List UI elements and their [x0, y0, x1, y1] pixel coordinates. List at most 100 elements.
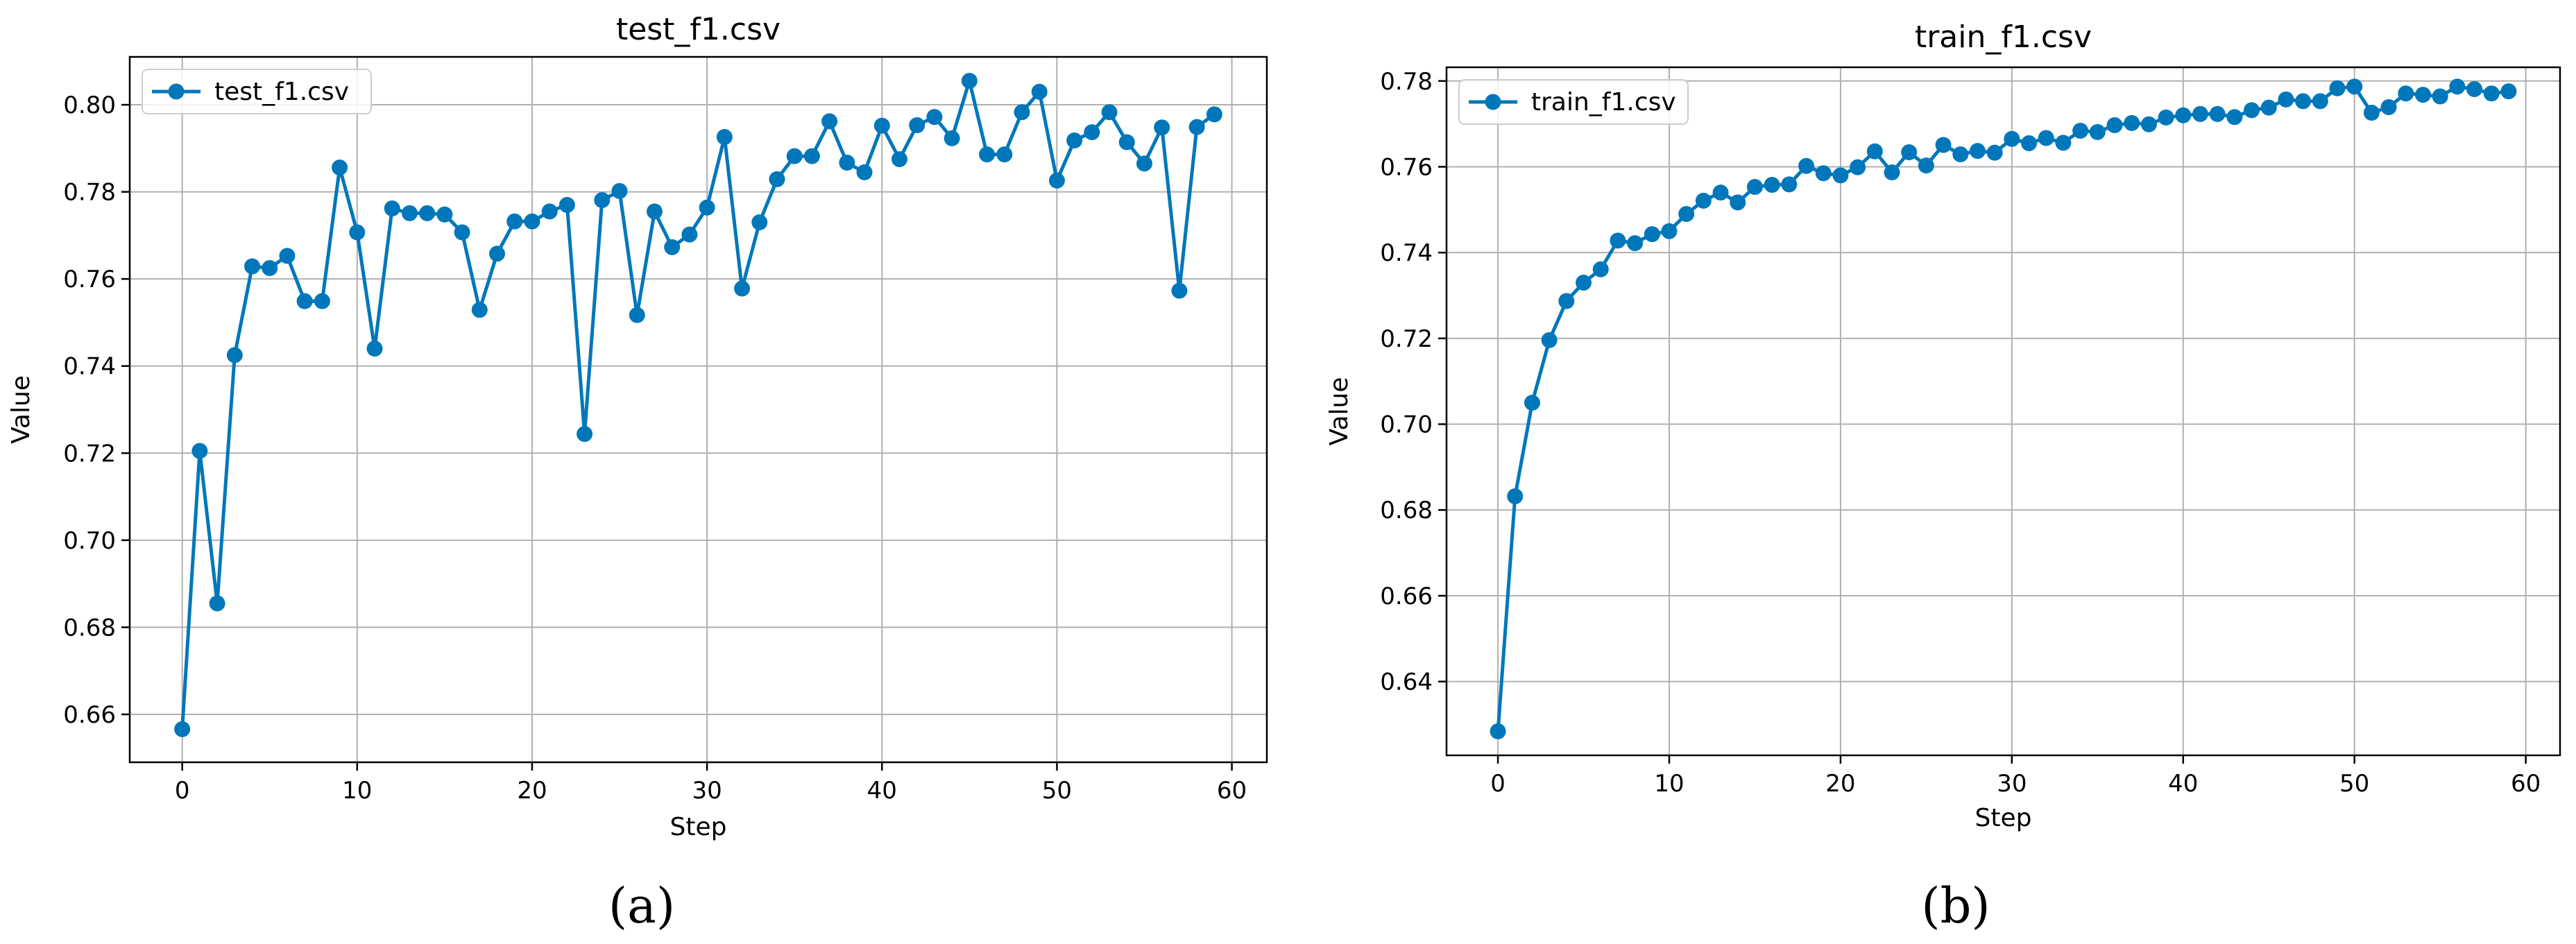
data-point — [1118, 134, 1135, 151]
y-tick-label: 0.78 — [1380, 68, 1433, 96]
x-tick-label: 40 — [867, 777, 897, 805]
data-point — [1746, 179, 1763, 196]
y-tick-label: 0.72 — [63, 440, 116, 467]
data-point — [909, 117, 926, 134]
y-tick-label: 0.76 — [63, 266, 116, 293]
data-point — [471, 302, 488, 318]
data-point — [2483, 85, 2500, 102]
data-point — [2312, 93, 2328, 110]
data-point — [384, 200, 400, 216]
data-point — [1781, 176, 1798, 193]
data-point — [1969, 143, 1986, 160]
data-point — [1661, 223, 1678, 239]
data-point — [2175, 107, 2192, 123]
x-tick-label: 10 — [342, 777, 372, 805]
panel-caption: (b) — [1921, 877, 1990, 934]
data-point — [926, 109, 943, 126]
legend-marker-swatch — [168, 83, 185, 100]
data-point — [1695, 192, 1712, 209]
plot-frame — [1445, 66, 2561, 757]
data-point — [1678, 206, 1695, 223]
data-point — [279, 248, 296, 264]
data-point — [1188, 119, 1205, 135]
data-point — [2209, 105, 2226, 122]
chart-title: test_f1.csv — [616, 12, 781, 47]
data-point — [1524, 395, 1540, 411]
legend-label: train_f1.csv — [1531, 88, 1676, 117]
data-point — [1866, 143, 1883, 160]
data-point — [2500, 83, 2517, 100]
legend-box — [1458, 79, 1689, 125]
data-point — [296, 293, 313, 309]
data-point — [2380, 99, 2397, 116]
legend-marker-swatch — [1485, 94, 1501, 110]
data-point — [1610, 232, 1626, 249]
data-point — [1558, 293, 1575, 309]
data-point — [174, 721, 191, 737]
data-point — [1507, 488, 1524, 504]
data-point — [2295, 93, 2312, 110]
data-point — [2072, 123, 2089, 139]
data-point — [873, 117, 890, 134]
data-point — [2244, 102, 2260, 119]
data-point — [699, 199, 715, 216]
data-point — [524, 213, 540, 230]
y-tick-label: 0.66 — [63, 701, 116, 729]
data-point — [734, 280, 751, 297]
data-point — [751, 214, 768, 231]
chart-panel-b: 0 10 20 30 40 50 60 0.64 0.66 0.68 0.70 0.72 0.74 0.7… — [1325, 19, 2561, 934]
legend: test_f1.csv — [142, 69, 372, 114]
data-point — [646, 203, 663, 220]
data-point — [1101, 104, 1118, 121]
data-point — [1730, 194, 1746, 211]
y-tick-label: 0.68 — [1380, 497, 1433, 524]
data-point — [716, 129, 733, 146]
data-point — [2466, 81, 2483, 98]
chart-panel-a: 0 10 20 30 40 50 60 0.66 0.68 0.70 0.72 0.74 0.76 0.7… — [7, 12, 1268, 934]
y-axis-label: Value — [1325, 377, 1354, 446]
data-point — [1490, 723, 1506, 739]
data-point — [401, 205, 418, 221]
data-point — [1712, 184, 1729, 201]
x-tick-label: 20 — [1825, 770, 1855, 798]
data-point — [2106, 117, 2123, 133]
x-tick-label: 0 — [1490, 770, 1505, 798]
x-tick-label: 40 — [2168, 770, 2198, 798]
x-tick-label: 50 — [1042, 777, 1072, 805]
legend: train_f1.csv — [1458, 79, 1689, 125]
data-point — [1850, 159, 1866, 175]
data-point — [541, 203, 558, 220]
data-point — [2055, 135, 2072, 151]
data-point — [226, 347, 243, 363]
y-tick-label: 0.74 — [63, 353, 116, 381]
data-point — [349, 224, 366, 241]
y-tick-label: 0.78 — [63, 179, 116, 207]
data-point — [209, 595, 225, 612]
data-point — [2398, 85, 2414, 102]
data-point — [1918, 157, 1934, 174]
data-point — [2414, 87, 2431, 103]
plot-frame — [128, 55, 1268, 764]
data-point — [1764, 176, 1780, 193]
data-point — [1206, 106, 1222, 123]
data-point — [1884, 164, 1900, 181]
x-tick-label: 60 — [2511, 770, 2541, 798]
data-point — [2021, 135, 2038, 151]
series-line — [180, 79, 1216, 730]
data-point — [262, 259, 278, 276]
x-tick-label: 20 — [517, 777, 547, 805]
data-point — [2004, 130, 2020, 147]
data-point — [2363, 105, 2380, 121]
data-point — [821, 113, 838, 130]
data-point — [664, 239, 681, 255]
x-axis-label: Step — [1975, 804, 2032, 832]
data-point — [786, 148, 803, 164]
data-point — [1798, 157, 1815, 174]
data-point — [594, 192, 611, 209]
data-point — [996, 146, 1013, 163]
data-point — [769, 171, 785, 187]
data-point — [1627, 235, 1644, 252]
data-point — [839, 155, 855, 171]
data-point — [419, 205, 436, 221]
